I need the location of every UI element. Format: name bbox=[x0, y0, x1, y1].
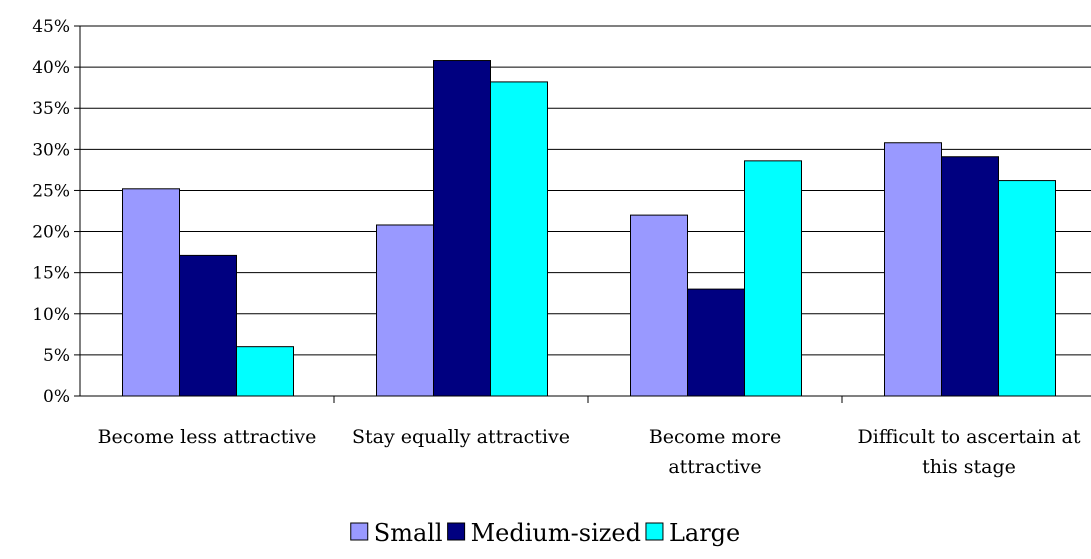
bar-medium-sized bbox=[687, 288, 745, 397]
y-tick-label: 0% bbox=[43, 387, 70, 407]
legend-label: Small bbox=[374, 519, 443, 547]
bar-large bbox=[236, 346, 294, 397]
bar-large bbox=[744, 160, 802, 397]
x-category-label: attractive bbox=[668, 456, 761, 478]
bar-small bbox=[884, 142, 942, 397]
bar-medium-sized bbox=[433, 60, 491, 397]
y-tick-label: 30% bbox=[32, 140, 70, 160]
bar-small bbox=[630, 214, 688, 397]
y-tick-label: 10% bbox=[32, 305, 70, 325]
bar-large bbox=[998, 180, 1056, 397]
bar-medium-sized bbox=[179, 254, 237, 397]
y-tick-label: 35% bbox=[32, 99, 70, 119]
bar-small bbox=[376, 224, 434, 397]
bar-small bbox=[122, 188, 180, 397]
x-category-label: Become less attractive bbox=[98, 426, 317, 448]
bars bbox=[122, 60, 1056, 397]
axes bbox=[74, 25, 1091, 403]
y-tick-label: 20% bbox=[32, 223, 70, 243]
legend-label: Medium-sized bbox=[471, 519, 641, 547]
legend-label: Large bbox=[669, 519, 740, 547]
x-category-label: Stay equally attractive bbox=[352, 426, 570, 448]
bar-large bbox=[490, 81, 548, 397]
y-tick-label: 15% bbox=[32, 264, 70, 284]
gridlines bbox=[80, 25, 1091, 356]
y-tick-label: 45% bbox=[32, 17, 70, 37]
x-category-label: Become more bbox=[649, 426, 781, 448]
y-tick-label: 5% bbox=[43, 346, 70, 366]
x-category-labels: Become less attractive Stay equally attra… bbox=[98, 426, 1081, 478]
x-category-label: Difficult to ascertain at bbox=[858, 426, 1081, 448]
y-tick-label: 25% bbox=[32, 181, 70, 201]
bar-medium-sized bbox=[941, 156, 999, 397]
legend-swatch bbox=[645, 522, 664, 541]
y-tick-labels: 0% 5% 10% 15% 20% 25% 30% 35% 40% 45% bbox=[32, 17, 70, 407]
legend-swatch bbox=[447, 522, 466, 541]
y-tick-label: 40% bbox=[32, 58, 70, 78]
x-category-label: this stage bbox=[922, 456, 1016, 478]
legend-swatch bbox=[350, 522, 369, 541]
legend: Small Medium-sized Large bbox=[350, 519, 740, 547]
